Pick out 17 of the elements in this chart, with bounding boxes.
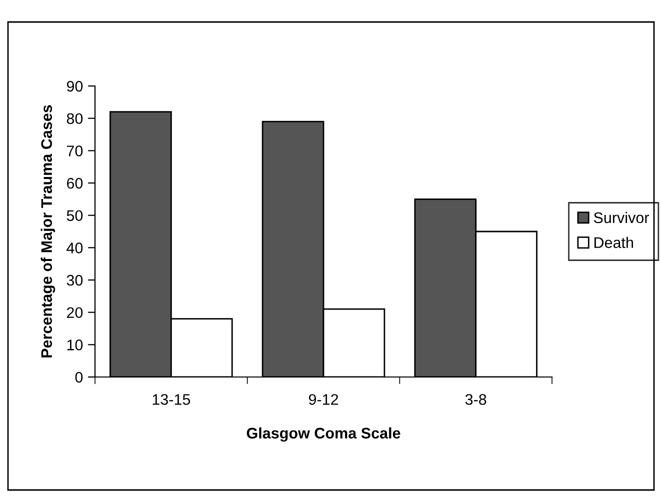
y-tick-label: 10	[67, 340, 83, 350]
x-tick-label: 9-12	[308, 394, 338, 405]
y-tick-label: 50	[66, 210, 83, 222]
y-tick-label: 80	[66, 113, 83, 124]
y-tick-label: 20	[66, 307, 83, 318]
x-axis-title: Glasgow Coma Scale	[246, 427, 400, 442]
y-tick-label: 40	[66, 242, 83, 254]
x-tick-label: 3-8	[465, 394, 486, 405]
x-tick-label: 13-15	[152, 394, 190, 405]
y-axis-title: Percentage of Major Trauma Cases	[40, 105, 56, 358]
y-tick-label: 30	[66, 274, 83, 286]
legend-label: Death	[594, 236, 633, 248]
y-tick-label: 60	[66, 178, 83, 189]
y-tick-label: 70	[66, 146, 83, 156]
y-tick-label: 0	[75, 372, 83, 383]
y-tick-label: 90	[66, 80, 83, 92]
legend-label: Survivor	[594, 212, 649, 224]
